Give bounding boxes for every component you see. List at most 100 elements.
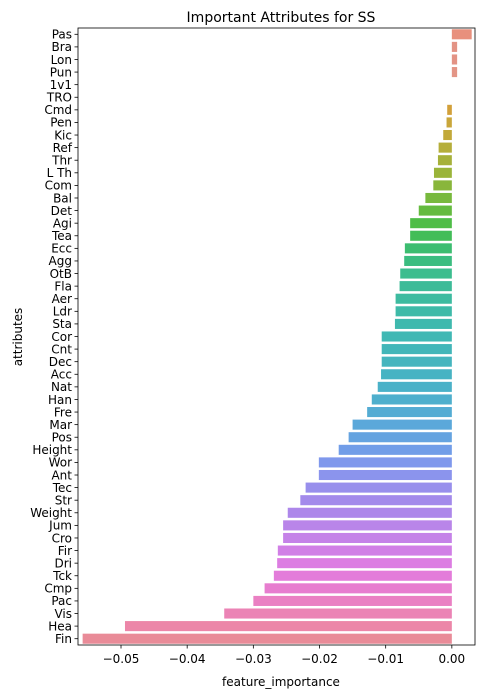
y-tick-label: Tec <box>52 481 72 495</box>
bar-fre <box>367 407 452 418</box>
bar-str <box>300 495 452 506</box>
bar-l-th <box>433 167 452 178</box>
bar-ldr <box>395 306 452 317</box>
bar-agg <box>404 255 452 266</box>
y-tick-label: Mar <box>49 418 72 432</box>
bar-han <box>371 394 452 405</box>
y-tick-label: Bra <box>51 40 72 54</box>
bar-com <box>433 180 452 191</box>
bar-bal <box>425 192 452 204</box>
bar-bra <box>451 41 458 52</box>
bar-tec <box>305 482 452 493</box>
y-tick-label: Fir <box>58 544 72 558</box>
y-tick-label: Pun <box>50 65 72 79</box>
y-tick-label: Nat <box>51 380 72 394</box>
y-tick-label: Dec <box>49 355 72 369</box>
y-tick-label: Tck <box>52 569 72 583</box>
bar-jum <box>283 520 452 531</box>
bar-cro <box>283 532 452 544</box>
bar-otb <box>400 268 452 279</box>
bar-dec <box>381 356 452 367</box>
bar-agi <box>410 218 452 229</box>
bar-nat <box>377 381 452 392</box>
x-tick-label: 0.00 <box>438 652 465 666</box>
bar-tck <box>273 570 452 581</box>
bar-kic <box>443 129 452 141</box>
y-tick-label: Pas <box>52 28 72 42</box>
plot-area <box>82 29 472 644</box>
y-tick-label: Agi <box>53 216 72 230</box>
y-tick-label: Fla <box>54 279 72 293</box>
y-tick-label: Agg <box>49 254 72 268</box>
y-tick-label: Fre <box>54 405 72 419</box>
y-tick-label: Cro <box>52 531 72 545</box>
y-tick-label: TRO <box>46 91 72 105</box>
bar-height <box>338 444 452 455</box>
y-tick-label: Pac <box>51 594 72 608</box>
y-tick-label: Weight <box>30 506 72 520</box>
y-tick-label: Ecc <box>51 242 72 256</box>
y-tick-label: Ref <box>53 141 73 155</box>
bar-pas <box>451 29 472 40</box>
bar-fin <box>82 633 452 644</box>
y-tick-label: Jum <box>48 519 72 533</box>
bar-pun <box>451 67 458 78</box>
y-tick-label: Wor <box>49 456 73 470</box>
y-tick-label: Han <box>48 393 72 407</box>
bar-cor <box>381 331 452 342</box>
bar-vis <box>224 608 452 619</box>
y-tick-label: Hea <box>48 619 72 633</box>
x-tick-label: −0.05 <box>103 652 140 666</box>
y-tick-label: Sta <box>52 317 72 331</box>
y-tick-label: Aer <box>52 292 72 306</box>
bar-wor <box>318 457 452 468</box>
bar-fir <box>277 545 452 556</box>
x-tick-label: −0.04 <box>169 652 206 666</box>
chart-title: Important Attributes for SS <box>187 10 376 26</box>
bar-ant <box>318 469 452 481</box>
y-tick-label: 1v1 <box>50 78 72 92</box>
x-tick-label: −0.03 <box>235 652 272 666</box>
bar-cmp <box>264 583 452 594</box>
x-tick-label: −0.01 <box>367 652 404 666</box>
bar-thr <box>437 155 452 166</box>
bar-ref <box>438 142 452 153</box>
y-axis-label: attributes <box>11 308 25 367</box>
x-axis: −0.05 −0.04 −0.03 −0.02 −0.01 0.00 <box>103 645 465 666</box>
y-tick-label: Acc <box>51 368 72 382</box>
y-tick-label: OtB <box>50 267 72 281</box>
y-tick-label: Fin <box>55 632 72 646</box>
bar-tea <box>410 230 452 241</box>
y-tick-label: Cor <box>51 330 72 344</box>
y-tick-label: Det <box>51 204 73 218</box>
bar-aer <box>395 293 452 304</box>
y-tick-label: Kic <box>54 128 72 142</box>
y-tick-label: Pos <box>52 431 72 445</box>
y-tick-label: Ldr <box>53 305 72 319</box>
y-tick-label: Cnt <box>51 342 72 356</box>
y-tick-label: Vis <box>54 607 72 621</box>
bar-dri <box>277 558 452 569</box>
bar-cnt <box>381 344 452 355</box>
y-tick-label: Cmp <box>44 582 72 596</box>
y-tick-label: Height <box>32 443 72 457</box>
y-tick-label: Pen <box>50 116 72 130</box>
y-tick-label: Tea <box>51 229 72 243</box>
bar-det <box>418 205 452 216</box>
bar-lon <box>451 54 458 65</box>
bar-pen <box>446 117 452 128</box>
y-tick-label: Com <box>45 179 72 193</box>
y-tick-label: Lon <box>51 53 72 67</box>
x-tick-label: −0.02 <box>301 652 338 666</box>
bar-weight <box>287 507 452 518</box>
x-axis-label: feature_importance <box>222 675 340 689</box>
y-tick-label: Thr <box>51 154 72 168</box>
y-tick-label: L Th <box>47 166 72 180</box>
y-tick-label: Cmd <box>44 103 72 117</box>
bar-pac <box>253 595 452 606</box>
bar-ecc <box>404 243 452 254</box>
bar-mar <box>352 419 452 430</box>
bar-fla <box>399 281 452 292</box>
